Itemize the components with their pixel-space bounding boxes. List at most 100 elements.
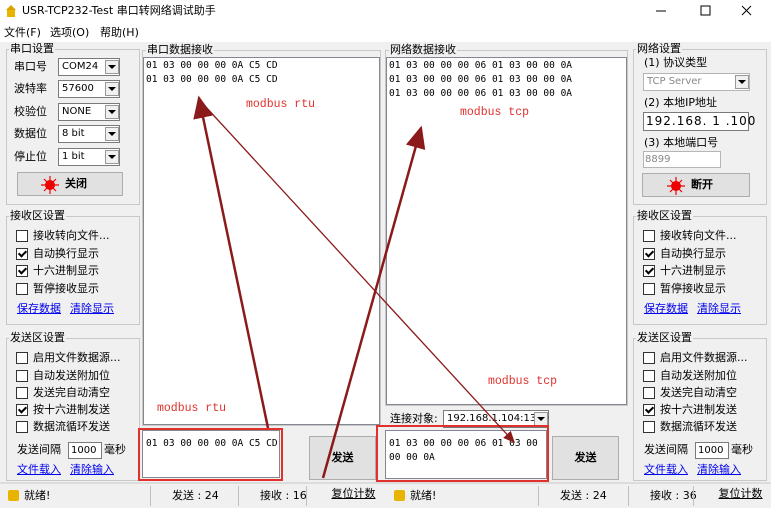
reset-button[interactable]: 复位计数 [718, 487, 763, 500]
checkbox-label[interactable]: 启用文件数据源... [33, 351, 121, 364]
link[interactable]: 保存数据 [17, 302, 61, 315]
combo-box[interactable]: NONE [58, 103, 120, 121]
arrow-icon [108, 155, 116, 159]
separator [628, 486, 629, 506]
data-line: 01 03 00 00 00 06 01 03 00 00 0A [389, 60, 573, 71]
combo-arrow[interactable] [105, 60, 119, 74]
send-area[interactable]: 01 03 00 00 00 06 01 03 00 00 00 0A [385, 430, 547, 479]
button[interactable]: 发送 [552, 436, 619, 480]
combo-box[interactable]: TCP Server [643, 73, 750, 91]
menu-item[interactable]: 帮助(H) [100, 26, 139, 39]
ip-value: 192.168. 1 .100 [646, 114, 757, 128]
checkbox-label[interactable]: 接收转向文件... [660, 229, 737, 242]
button-label: 断开 [691, 178, 713, 191]
button[interactable]: 断开 [642, 173, 750, 197]
link[interactable]: 清除输入 [697, 463, 741, 476]
checkbox[interactable] [643, 283, 655, 295]
combo-arrow[interactable] [105, 150, 119, 164]
menu-item[interactable]: 文件(F) [4, 26, 41, 39]
button-label: 关闭 [65, 177, 87, 190]
button-icon [667, 177, 685, 195]
checkbox[interactable] [16, 352, 28, 364]
checkbox[interactable] [643, 421, 655, 433]
combo-value: NONE [62, 106, 92, 117]
combo-arrow[interactable] [735, 75, 749, 89]
check-mark [17, 404, 28, 414]
combo-box[interactable]: 192.168.1.104:1389 [443, 410, 549, 428]
button-label: 发送 [331, 451, 354, 464]
interval-input[interactable]: 1000 [695, 442, 729, 459]
checkbox[interactable] [643, 370, 655, 382]
interval-value: 1000 [698, 445, 724, 456]
checkbox-label[interactable]: 发送完自动清空 [33, 386, 110, 399]
check-mark [644, 404, 655, 414]
window-controls[interactable] [656, 5, 752, 16]
data-line: 01 03 00 00 00 0A C5 CD [146, 60, 278, 71]
counter: 接收 : 16 [260, 489, 307, 502]
checkbox-label[interactable]: 自动发送附加位 [660, 369, 737, 382]
checkbox[interactable] [643, 404, 655, 416]
checkbox[interactable] [643, 230, 655, 242]
interval-value: 1000 [71, 445, 97, 456]
checkbox-label[interactable]: 十六进制显示 [33, 264, 99, 277]
checkbox-label[interactable]: 按十六进制发送 [33, 403, 110, 416]
combo-arrow[interactable] [534, 412, 548, 426]
reset-button[interactable]: 复位计数 [331, 487, 376, 500]
checkbox-label[interactable]: 自动换行显示 [660, 247, 726, 260]
link[interactable]: 清除显示 [697, 302, 741, 315]
checkbox-label[interactable]: 发送完自动清空 [660, 386, 737, 399]
checkbox[interactable] [16, 421, 28, 433]
link[interactable]: 保存数据 [644, 302, 688, 315]
checkbox-label[interactable]: 按十六进制发送 [660, 403, 737, 416]
data-line: 01 03 00 00 00 0A C5 CD [146, 74, 278, 85]
checkbox[interactable] [643, 387, 655, 399]
combo-arrow[interactable] [105, 82, 119, 96]
interval-input[interactable]: 1000 [68, 442, 102, 459]
checkbox[interactable] [16, 248, 28, 260]
link[interactable]: 文件载入 [644, 463, 688, 476]
checkbox[interactable] [16, 283, 28, 295]
checkbox-label[interactable]: 自动换行显示 [33, 247, 99, 260]
arrow-icon [108, 132, 116, 136]
checkbox-label[interactable]: 数据流循环发送 [33, 420, 110, 433]
checkbox[interactable] [643, 248, 655, 260]
checkbox[interactable] [16, 387, 28, 399]
combo-value: COM24 [62, 61, 99, 72]
status-text: 就绪! [410, 489, 437, 502]
link[interactable]: 清除显示 [70, 302, 114, 315]
button[interactable]: 关闭 [17, 172, 123, 196]
button[interactable]: 发送 [309, 436, 376, 480]
group-title: 发送区设置 [636, 331, 693, 345]
combo-box[interactable]: 8 bit [58, 125, 120, 143]
checkbox-label[interactable]: 接收转向文件... [33, 229, 110, 242]
annotation: modbus tcp [460, 106, 530, 119]
checkbox-label[interactable]: 自动发送附加位 [33, 369, 110, 382]
combo-box[interactable]: 57600 [58, 80, 120, 98]
combo-arrow[interactable] [105, 105, 119, 119]
link[interactable]: 文件载入 [17, 463, 61, 476]
checkbox-label[interactable]: 启用文件数据源... [660, 351, 748, 364]
menu-item[interactable]: 选项(O) [50, 26, 90, 39]
checkbox[interactable] [643, 265, 655, 277]
link[interactable]: 清除输入 [70, 463, 114, 476]
checkbox-label[interactable]: 十六进制显示 [660, 264, 726, 277]
port-input[interactable]: 8899 [643, 151, 721, 168]
checkbox-label[interactable]: 暂停接收显示 [660, 282, 726, 295]
checkbox[interactable] [16, 370, 28, 382]
status-icon [8, 490, 19, 501]
combo-arrow[interactable] [105, 127, 119, 141]
ip-input[interactable]: 192.168. 1 .100 [643, 112, 755, 131]
group-frame [6, 216, 140, 325]
annotation: modbus tcp [488, 375, 558, 388]
combo-box[interactable]: COM24 [58, 58, 120, 76]
checkbox-label[interactable]: 数据流循环发送 [660, 420, 737, 433]
checkbox[interactable] [16, 230, 28, 242]
send-area[interactable]: 01 03 00 00 00 0A C5 CD [142, 430, 280, 478]
group-title: 发送区设置 [9, 331, 66, 345]
checkbox-label[interactable]: 暂停接收显示 [33, 282, 99, 295]
checkbox[interactable] [16, 265, 28, 277]
group-title: 接收区设置 [9, 209, 66, 223]
combo-box[interactable]: 1 bit [58, 148, 120, 166]
checkbox[interactable] [643, 352, 655, 364]
checkbox[interactable] [16, 404, 28, 416]
